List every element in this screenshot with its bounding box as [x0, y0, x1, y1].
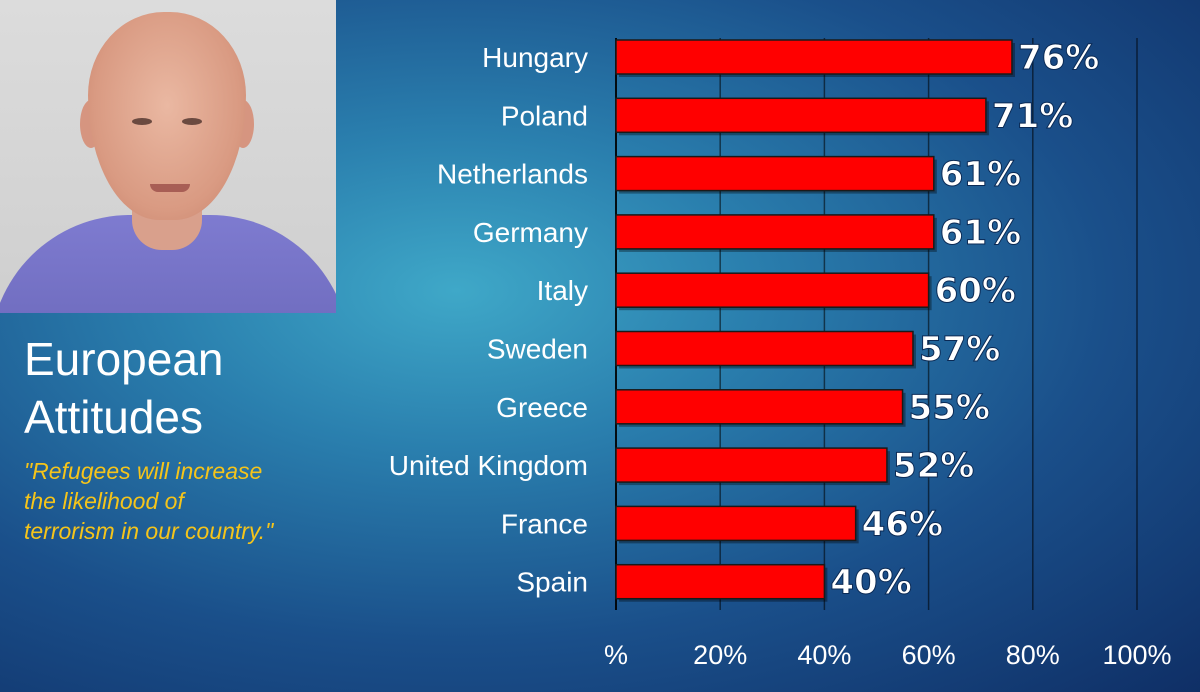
x-tick-label: 40%: [797, 640, 851, 670]
data-label: 52%: [893, 446, 974, 486]
bar: [615, 330, 914, 367]
category-label: United Kingdom: [389, 450, 588, 481]
bar: [615, 39, 1013, 75]
title-line-1: European: [24, 333, 224, 385]
bar: [615, 214, 935, 250]
slide-title: European Attitudes: [24, 330, 224, 446]
presenter-eye-left: [132, 118, 152, 125]
x-tick-label: 60%: [902, 640, 956, 670]
bar: [615, 563, 826, 600]
category-label: Poland: [501, 100, 588, 131]
presenter-mouth: [150, 184, 190, 192]
category-label: Hungary: [482, 42, 588, 73]
bar: [615, 447, 888, 483]
data-label: 76%: [1018, 38, 1099, 78]
data-label: 61%: [940, 213, 1021, 253]
data-label: 46%: [862, 504, 943, 544]
data-label: 60%: [935, 271, 1016, 311]
bar: [615, 155, 935, 192]
bar: [615, 389, 904, 425]
category-label: Greece: [496, 392, 588, 423]
data-label: 40%: [830, 563, 911, 603]
quote-line-3: terrorism in our country.": [24, 518, 274, 544]
presenter-eye-right: [182, 118, 202, 125]
bar: [615, 97, 987, 134]
x-tick-label: %: [604, 640, 628, 670]
data-label: 71%: [992, 96, 1073, 136]
x-tick-label: 80%: [1006, 640, 1060, 670]
category-label: Spain: [516, 567, 588, 598]
data-label: 55%: [909, 388, 990, 428]
data-label: 57%: [919, 330, 1000, 370]
x-tick-label: 20%: [693, 640, 747, 670]
survey-question-quote: "Refugees will increase the likelihood o…: [24, 456, 324, 546]
data-label: 61%: [940, 155, 1021, 195]
x-tick-label: 100%: [1102, 640, 1171, 670]
quote-line-1: "Refugees will increase: [24, 458, 263, 484]
bar: [615, 505, 857, 542]
category-label: France: [501, 508, 588, 539]
quote-line-2: the likelihood of: [24, 488, 184, 514]
category-label: Italy: [537, 275, 588, 306]
bar: [615, 272, 930, 308]
category-label: Netherlands: [437, 159, 588, 190]
presenter-photo: [0, 0, 336, 313]
title-line-2: Attitudes: [24, 391, 203, 443]
category-label: Sweden: [487, 334, 588, 365]
category-label: Germany: [473, 217, 588, 248]
